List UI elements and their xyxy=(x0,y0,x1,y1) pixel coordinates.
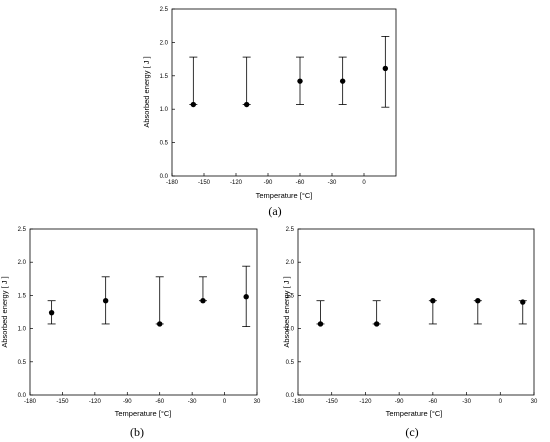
x-tick-label: -90 xyxy=(264,180,273,186)
plot-frame xyxy=(297,228,535,396)
panel-label: (a) xyxy=(268,204,281,218)
data-point xyxy=(243,101,250,108)
chart-panel-0: -180 -150 -120 -90 -60 -30 0 0.0 0.5 1.0 1.5 2.0 2.5… xyxy=(142,7,397,218)
data-point xyxy=(157,321,163,327)
y-axis-label: Absorbed energy [ J ] xyxy=(282,276,291,347)
y-tick-label: 2.0 xyxy=(286,260,295,266)
x-tick-label: -150 xyxy=(198,180,211,186)
data-point xyxy=(190,101,197,108)
y-tick-label: 2.0 xyxy=(18,260,27,266)
y-tick-label: 1.0 xyxy=(18,327,27,333)
y-tick-label: 0.0 xyxy=(160,174,169,180)
x-tick-label: -60 xyxy=(155,399,164,405)
chart-panel-2: -180 -150 -120 -90 -60 -30 0 30 0.0 0.5 1.0 1.5 2.0 2… xyxy=(282,227,538,439)
data-point xyxy=(382,65,389,72)
x-tick-label: -60 xyxy=(429,399,438,405)
y-tick-label: 1.5 xyxy=(286,293,295,299)
x-tick-label: -120 xyxy=(230,180,243,186)
data-point xyxy=(317,321,324,327)
y-tick-label: 2.0 xyxy=(160,40,169,46)
x-tick-label: -180 xyxy=(24,399,37,405)
y-tick-label: 0.5 xyxy=(18,360,27,366)
x-tick-label: 0 xyxy=(223,399,227,405)
y-tick-label: 0.0 xyxy=(18,393,27,399)
y-tick-label: 2.5 xyxy=(160,7,169,13)
x-tick-label: -180 xyxy=(292,399,305,405)
y-tick-label: 0.5 xyxy=(160,141,169,147)
y-tick-label: 0.0 xyxy=(286,393,295,399)
y-tick-label: 1.0 xyxy=(160,107,169,113)
x-tick-label: 0 xyxy=(362,180,366,186)
x-tick-label: -120 xyxy=(359,399,372,405)
x-tick-label: 30 xyxy=(531,399,538,405)
x-tick-label: 0 xyxy=(499,399,503,405)
y-tick-label: 1.0 xyxy=(286,327,295,333)
data-point xyxy=(430,298,436,304)
data-point xyxy=(339,78,346,84)
y-axis-label: Absorbed energy [ J ] xyxy=(0,276,9,347)
data-point xyxy=(243,294,249,300)
y-axis-label: Absorbed energy [ J ] xyxy=(142,56,151,127)
data-point xyxy=(48,309,55,316)
x-tick-label: -30 xyxy=(462,399,471,405)
x-axis-label: Temperature [°C] xyxy=(386,409,443,418)
x-tick-label: -60 xyxy=(296,180,305,186)
x-tick-label: -30 xyxy=(328,180,337,186)
x-tick-label: 30 xyxy=(254,399,261,405)
y-tick-label: 1.5 xyxy=(160,74,169,80)
y-tick-label: 0.5 xyxy=(286,360,295,366)
chart-panel-1: -180 -150 -120 -90 -60 -30 0 30 0.0 0.5 1.0 1.5 2.0 2… xyxy=(0,227,261,439)
data-point xyxy=(200,298,206,304)
panel-label: (c) xyxy=(405,425,418,439)
data-point xyxy=(102,298,109,304)
plot-frame xyxy=(171,8,397,177)
x-tick-label: -90 xyxy=(395,399,404,405)
x-tick-label: -90 xyxy=(123,399,132,405)
data-point xyxy=(297,78,303,84)
plot-frame xyxy=(29,228,258,396)
x-axis-label: Temperature [°C] xyxy=(256,191,313,200)
y-tick-label: 2.5 xyxy=(286,227,295,233)
x-axis-label: Temperature [°C] xyxy=(115,409,172,418)
data-point xyxy=(475,298,481,304)
panel-label: (b) xyxy=(130,425,144,439)
x-tick-label: -150 xyxy=(56,399,69,405)
x-tick-label: -150 xyxy=(326,399,339,405)
data-point xyxy=(520,299,526,305)
y-tick-label: 2.5 xyxy=(18,227,27,233)
data-point xyxy=(373,321,380,327)
y-tick-label: 1.5 xyxy=(18,293,27,299)
x-tick-label: -180 xyxy=(166,180,179,186)
x-tick-label: -30 xyxy=(188,399,197,405)
x-tick-label: -120 xyxy=(89,399,102,405)
